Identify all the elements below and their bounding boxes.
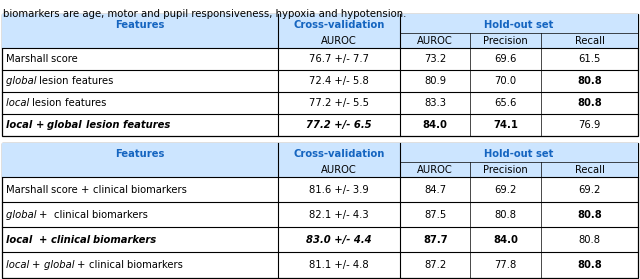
Text: 77.8: 77.8 (495, 260, 516, 270)
Text: score: score (51, 185, 81, 194)
Text: global: global (44, 260, 77, 270)
Text: 80.8: 80.8 (577, 260, 602, 270)
Text: 77.2 +/- 6.5: 77.2 +/- 6.5 (307, 120, 372, 130)
Text: global: global (6, 210, 40, 220)
Text: Precision: Precision (483, 35, 528, 45)
Text: AUROC: AUROC (321, 165, 357, 175)
Text: 83.3: 83.3 (424, 98, 446, 108)
Text: +: + (40, 210, 51, 220)
Text: clinical: clinical (54, 210, 92, 220)
Text: AUROC: AUROC (417, 165, 453, 175)
Text: 82.1 +/- 4.3: 82.1 +/- 4.3 (309, 210, 369, 220)
Text: 81.1 +/- 4.8: 81.1 +/- 4.8 (309, 260, 369, 270)
Text: clinical: clinical (89, 260, 127, 270)
Text: 81.6 +/- 3.9: 81.6 +/- 3.9 (309, 185, 369, 194)
Text: 69.2: 69.2 (495, 185, 516, 194)
Text: local: local (6, 235, 35, 245)
Text: 80.8: 80.8 (577, 210, 602, 220)
Bar (2, 14, 638, 48)
Text: 77.2 +/- 5.5: 77.2 +/- 5.5 (309, 98, 369, 108)
Text: 80.8: 80.8 (577, 76, 602, 86)
Text: lesion: lesion (86, 120, 122, 130)
Text: biomarkers are age, motor and pupil responsiveness, hypoxia and hypotension.: biomarkers are age, motor and pupil resp… (3, 9, 406, 19)
Text: score: score (51, 54, 81, 64)
Text: 69.2: 69.2 (579, 185, 600, 194)
Text: 83.0 +/- 4.4: 83.0 +/- 4.4 (307, 235, 372, 245)
Text: +: + (38, 235, 51, 245)
Text: features: features (122, 120, 173, 130)
Text: lesion: lesion (40, 76, 72, 86)
Text: biomarkers: biomarkers (92, 210, 151, 220)
Text: 69.6: 69.6 (495, 54, 516, 64)
Text: 70.0: 70.0 (495, 76, 516, 86)
Text: 84.0: 84.0 (423, 120, 447, 130)
Text: 74.1: 74.1 (493, 120, 518, 130)
Text: local: local (6, 98, 32, 108)
Text: global: global (6, 76, 40, 86)
Text: Marshall: Marshall (6, 185, 51, 194)
Text: Recall: Recall (575, 35, 604, 45)
Bar (2, 143, 638, 177)
Text: 84.7: 84.7 (424, 185, 446, 194)
Text: +: + (77, 260, 89, 270)
Bar (2, 143, 638, 278)
Text: 76.9: 76.9 (579, 120, 600, 130)
Text: Hold-out set: Hold-out set (484, 149, 554, 159)
Text: 65.6: 65.6 (495, 98, 516, 108)
Text: AUROC: AUROC (417, 35, 453, 45)
Text: 72.4 +/- 5.8: 72.4 +/- 5.8 (309, 76, 369, 86)
Text: biomarkers: biomarkers (93, 235, 160, 245)
Text: Marshall: Marshall (6, 54, 51, 64)
Text: 61.5: 61.5 (579, 54, 600, 64)
Text: Recall: Recall (575, 165, 604, 175)
Text: 80.8: 80.8 (579, 235, 600, 245)
Text: 73.2: 73.2 (424, 54, 446, 64)
Text: 76.7 +/- 7.7: 76.7 +/- 7.7 (309, 54, 369, 64)
Text: Cross-validation: Cross-validation (294, 149, 385, 159)
Text: Features: Features (115, 20, 165, 30)
Bar (2, 14, 638, 136)
Text: AUROC: AUROC (321, 35, 357, 45)
Text: 87.5: 87.5 (424, 210, 446, 220)
Text: 80.8: 80.8 (495, 210, 516, 220)
Text: local: local (6, 260, 32, 270)
Text: lesion: lesion (32, 98, 65, 108)
Text: +: + (81, 185, 93, 194)
Text: 80.9: 80.9 (424, 76, 446, 86)
Text: biomarkers: biomarkers (131, 185, 190, 194)
Text: features: features (72, 76, 116, 86)
Text: local: local (6, 120, 35, 130)
Text: 80.8: 80.8 (577, 98, 602, 108)
Text: global: global (47, 120, 86, 130)
Text: clinical: clinical (93, 185, 131, 194)
Text: 84.0: 84.0 (493, 235, 518, 245)
Text: +: + (32, 260, 44, 270)
Text: clinical: clinical (51, 235, 93, 245)
Text: 87.7: 87.7 (423, 235, 447, 245)
Text: biomarkers: biomarkers (127, 260, 186, 270)
Text: Hold-out set: Hold-out set (484, 20, 554, 30)
Text: +: + (35, 120, 47, 130)
Text: 87.2: 87.2 (424, 260, 446, 270)
Text: features: features (65, 98, 109, 108)
Text: Features: Features (115, 149, 165, 159)
Text: Precision: Precision (483, 165, 528, 175)
Text: Cross-validation: Cross-validation (294, 20, 385, 30)
